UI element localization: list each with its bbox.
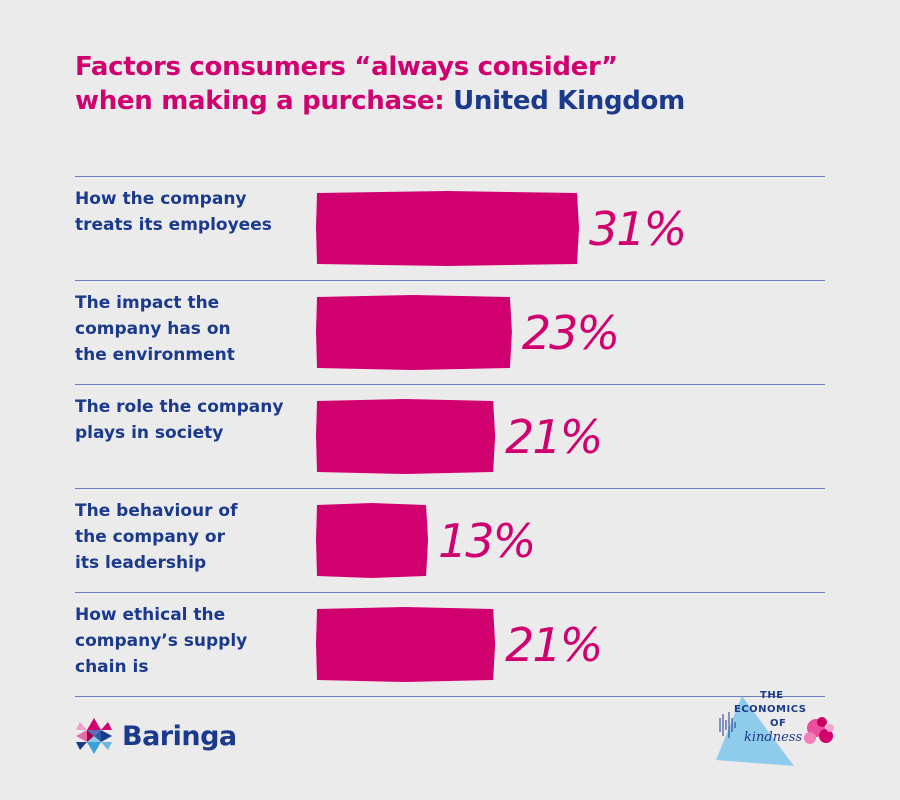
category-label: chain is [75,657,148,677]
category-label: company’s supply [75,631,247,651]
value-label: 21% [505,410,601,464]
baringa-logo: Baringa [74,716,237,756]
category-label: company has on [75,319,231,339]
bar [316,607,496,682]
category-label: How ethical the [75,605,225,625]
economics-of-kindness-badge: THE ECONOMICS OF kindness [712,688,842,768]
badge-word-the: THE [760,690,784,701]
value-label: 23% [522,306,618,360]
kindness-badge-art-icon [716,696,834,766]
category-label: How the company [75,189,247,209]
category-label: The behaviour of [75,501,238,521]
badge-word-of: OF [770,718,787,729]
category-label: treats its employees [75,215,272,235]
value-label: 13% [438,514,534,568]
bar [316,503,429,578]
category-label: its leadership [75,553,206,573]
bar [316,191,579,266]
value-label: 21% [505,618,601,672]
category-label: plays in society [75,423,223,443]
chart-title: Factors consumers “always consider” when… [75,50,855,118]
value-label: 31% [589,202,685,256]
baringa-mark-icon [76,718,112,754]
chart-title-line1: Factors consumers “always consider” [75,52,618,82]
chart-title-line2-prefix: when making a purchase: [75,86,454,116]
badge-word-kindness: kindness [744,730,803,745]
category-label: The role the company [75,397,283,417]
category-label: The impact the [75,293,219,313]
chart-title-line2-country: United Kingdom [453,86,685,116]
bar [316,295,512,370]
category-label: the company or [75,527,226,547]
badge-word-economics: ECONOMICS [734,704,807,715]
bar [316,399,496,474]
baringa-wordmark: Baringa [122,720,237,752]
category-label: the environment [75,345,235,365]
